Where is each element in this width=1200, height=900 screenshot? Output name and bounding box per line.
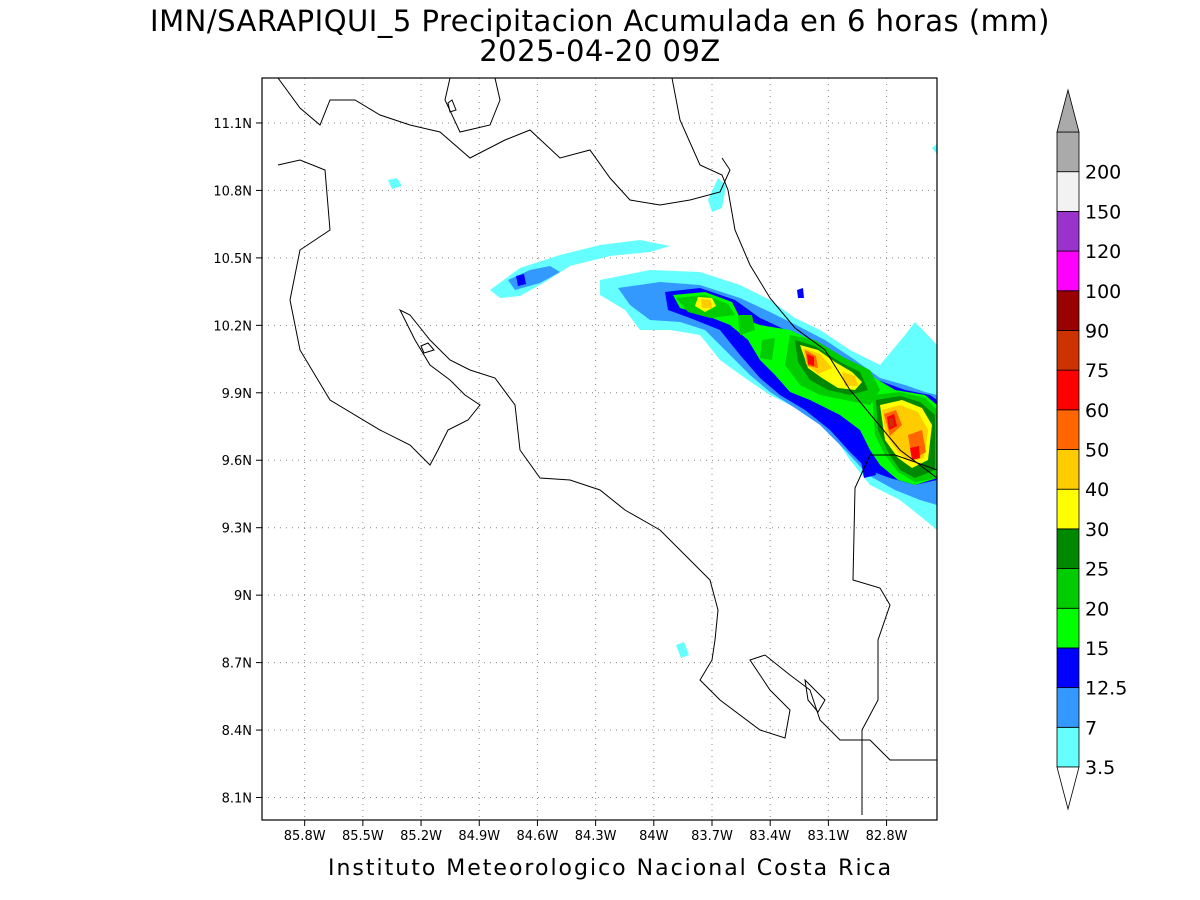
axis-ticks: [256, 122, 888, 826]
precip-12.5-spot: [860, 452, 876, 478]
colorbar-label: 60: [1085, 400, 1109, 422]
colorbar-swatch: [1056, 726, 1080, 768]
lon-tick-label: 84.3W: [575, 829, 617, 844]
colorbar-label: 100: [1085, 281, 1121, 303]
map-valid-time: 2025-04-20 09Z: [479, 34, 721, 68]
nicaragua-border: [277, 78, 731, 206]
lat-tick-label: 9.6N: [222, 454, 252, 469]
lat-tick-label: 8.4N: [222, 724, 252, 739]
lake-nicaragua-shore: [444, 78, 501, 133]
coastline-borders: [277, 78, 937, 815]
precip-15-band: [673, 292, 937, 485]
lat-tick-label: 8.7N: [222, 657, 252, 672]
graticule: [262, 78, 937, 820]
colorbar-label: 30: [1085, 519, 1109, 541]
lat-tick-label: 8.1N: [222, 792, 252, 807]
map-title: IMN/SARAPIQUI_5 Precipitacion Acumulada …: [150, 4, 1050, 38]
precip-3.5-spot: [932, 144, 937, 154]
colorbar: 3.5 7 12.5 15 20 25 30 40 50 60 75 90 100 120 150 200: [1056, 88, 1127, 811]
lon-tick-label: 83.7W: [691, 829, 733, 844]
colorbar-label: 25: [1085, 559, 1109, 581]
lon-tick-label: 85.5W: [342, 829, 384, 844]
precip-60-band: [910, 446, 920, 460]
lake-island: [447, 99, 457, 113]
pacific-coast: [277, 159, 937, 761]
colorbar-swatch: [1056, 330, 1080, 371]
institute-credit: Instituto Meteorologico Nacional Costa R…: [328, 856, 894, 881]
colorbar-swatch: [1056, 250, 1080, 292]
colorbar-swatch: [1056, 369, 1080, 411]
lat-tick-label: 10.2N: [213, 319, 252, 334]
precip-12.5-spot: [516, 274, 526, 286]
lat-tick-label: 9.3N: [222, 522, 252, 537]
precipitation-field: [388, 144, 937, 658]
colorbar-label: 150: [1085, 201, 1121, 223]
colorbar-label: 50: [1085, 440, 1109, 462]
colorbar-label: 200: [1085, 162, 1121, 184]
precip-3.5-spot: [676, 642, 689, 658]
colorbar-swatch: [1056, 171, 1080, 212]
colorbar-swatch: [1056, 687, 1080, 728]
lat-tick-label: 11.1N: [213, 117, 252, 132]
colorbar-label: 90: [1085, 320, 1109, 342]
peninsula-inlet: [420, 342, 435, 354]
lon-tick-label: 84.6W: [517, 829, 559, 844]
colorbar-swatch: [1056, 131, 1080, 173]
precip-40-band: [842, 372, 858, 386]
lon-tick-label: 82.8W: [866, 829, 908, 844]
panama-border: [852, 454, 937, 815]
lat-tick-label: 9.9N: [222, 387, 252, 402]
precip-20-band: [760, 338, 775, 360]
precip-40-band: [701, 299, 712, 308]
map-background: [262, 78, 937, 820]
precip-3.5-band-north: [708, 178, 726, 212]
lon-tick-label: 84W: [639, 829, 669, 844]
caribbean-coast: [671, 78, 937, 479]
latitude-labels: 11.1N 10.8N 10.5N 10.2N 9.9N 9.6N 9.3N 9N 8.7N 8.…: [213, 117, 252, 807]
colorbar-label: 75: [1085, 360, 1109, 382]
colorbar-label: 15: [1085, 638, 1109, 660]
lon-tick-label: 83.1W: [807, 829, 849, 844]
colorbar-swatch: [1056, 568, 1080, 609]
precip-20-band: [738, 315, 755, 335]
lat-tick-label: 10.5N: [213, 252, 252, 267]
lon-tick-label: 83.4W: [749, 829, 791, 844]
colorbar-swatch: [1056, 449, 1080, 490]
precip-12.5-spot: [797, 288, 804, 298]
lat-tick-label: 9N: [234, 589, 252, 604]
colorbar-label: 7: [1085, 717, 1097, 739]
precip-75-band: [889, 418, 894, 427]
colorbar-lower-arrow: [1056, 766, 1080, 811]
lon-tick-label: 85.2W: [400, 829, 442, 844]
colorbar-upper-arrow: [1056, 88, 1080, 133]
colorbar-label: 12.5: [1085, 678, 1127, 700]
colorbar-label: 3.5: [1085, 757, 1115, 779]
lon-tick-label: 85.8W: [284, 829, 326, 844]
map-frame: [261, 77, 938, 821]
golfo-dulce: [804, 678, 826, 713]
colorbar-swatch: [1056, 607, 1080, 649]
colorbar-swatch: [1056, 647, 1080, 689]
lat-tick-label: 10.8N: [213, 184, 252, 199]
colorbar-swatch: [1056, 409, 1080, 450]
colorbar-label: 20: [1085, 598, 1109, 620]
colorbar-label: 120: [1085, 241, 1121, 263]
longitude-labels: 85.8W 85.5W 85.2W 84.9W 84.6W 84.3W 84W 83.7W 83…: [284, 829, 908, 844]
precip-60-band: [807, 354, 814, 366]
lon-tick-label: 84.9W: [458, 829, 500, 844]
colorbar-label: 40: [1085, 479, 1109, 501]
colorbar-swatch: [1056, 290, 1080, 331]
colorbar-swatch: [1056, 528, 1080, 569]
colorbar-swatch: [1056, 210, 1080, 252]
colorbar-swatch: [1056, 488, 1080, 530]
precip-3.5-spot: [388, 178, 402, 189]
